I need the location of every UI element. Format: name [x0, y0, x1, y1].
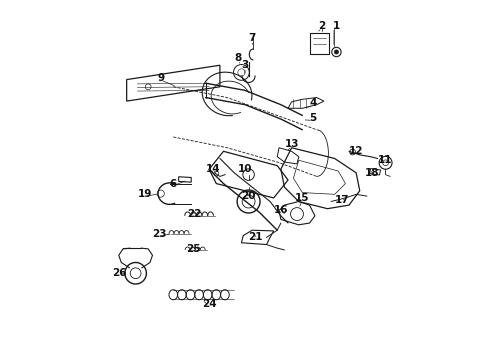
Text: 18: 18: [365, 168, 380, 178]
Text: 2: 2: [318, 21, 326, 31]
Text: 20: 20: [242, 191, 256, 201]
Text: 17: 17: [335, 195, 349, 205]
Text: 16: 16: [273, 206, 288, 216]
Text: 13: 13: [284, 139, 299, 149]
Text: 3: 3: [242, 60, 248, 70]
Text: 26: 26: [112, 268, 127, 278]
Text: 7: 7: [248, 33, 256, 43]
Text: 25: 25: [186, 244, 200, 254]
Circle shape: [334, 50, 339, 54]
Text: 24: 24: [202, 299, 217, 309]
Text: 12: 12: [349, 146, 364, 156]
Text: 11: 11: [378, 155, 392, 165]
Text: 14: 14: [205, 164, 220, 174]
Text: 6: 6: [170, 179, 177, 189]
Text: 15: 15: [295, 193, 310, 203]
Text: 4: 4: [310, 98, 317, 108]
Text: 9: 9: [157, 73, 164, 83]
Text: 5: 5: [310, 113, 317, 123]
Text: 21: 21: [248, 232, 263, 242]
Text: 22: 22: [188, 209, 202, 219]
Text: 8: 8: [234, 53, 242, 63]
Text: 10: 10: [238, 164, 252, 174]
Text: 1: 1: [333, 21, 340, 31]
Text: 23: 23: [152, 229, 166, 239]
Text: 19: 19: [137, 189, 152, 199]
